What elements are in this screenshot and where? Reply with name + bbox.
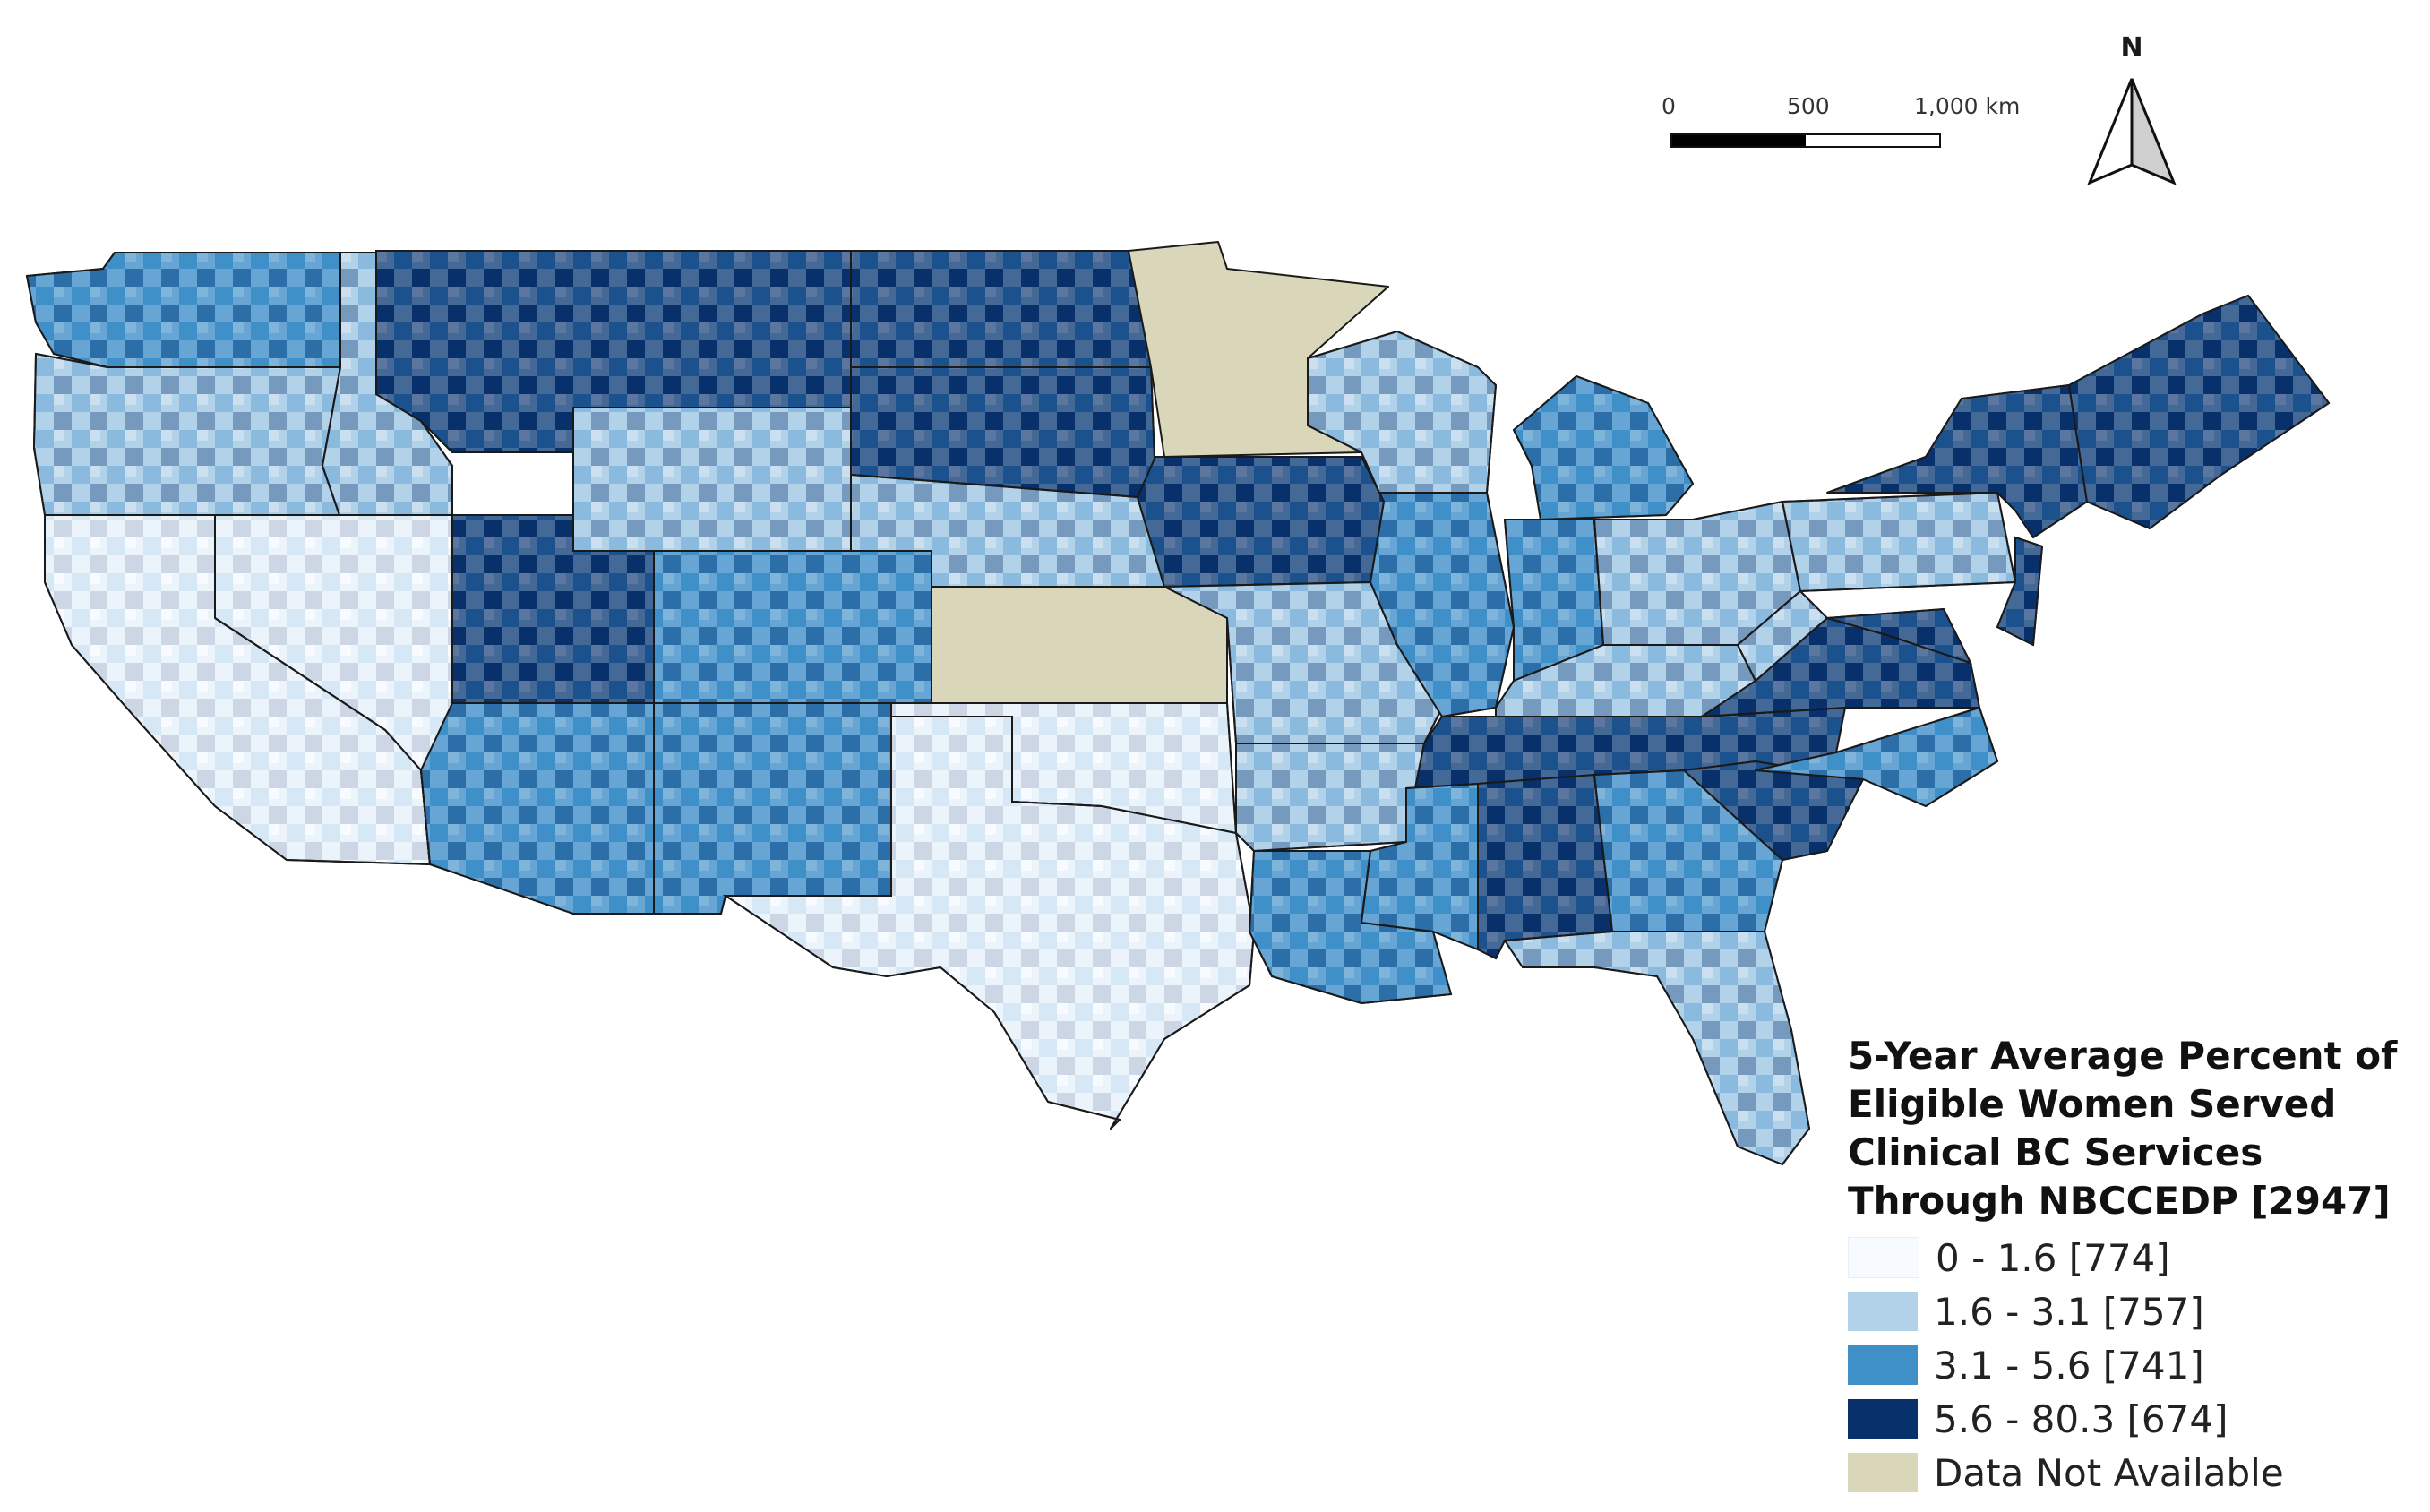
legend-swatch bbox=[1848, 1345, 1918, 1385]
legend-label: 1.6 - 3.1 [757] bbox=[1934, 1289, 2204, 1334]
legend-label: 3.1 - 5.6 [741] bbox=[1934, 1343, 2204, 1387]
county-texture bbox=[452, 515, 654, 703]
county-texture bbox=[1308, 331, 1496, 493]
county-texture bbox=[1236, 743, 1424, 851]
county-texture bbox=[891, 703, 1236, 833]
north-arrow-icon bbox=[2087, 78, 2177, 185]
legend-swatch bbox=[1848, 1237, 1919, 1278]
county-texture bbox=[421, 703, 654, 914]
county-texture bbox=[1496, 645, 1756, 726]
legend-swatch bbox=[1848, 1453, 1918, 1492]
map-legend: 5-Year Average Percent of Eligible Women… bbox=[1848, 1032, 2421, 1499]
state-border bbox=[1593, 769, 1784, 932]
county-texture bbox=[1594, 502, 1800, 645]
legend-title-line: Through NBCCEDP [2947] bbox=[1848, 1179, 2391, 1223]
county-texture bbox=[1738, 591, 1827, 681]
legend-label: 0 - 1.6 [774] bbox=[1936, 1235, 2170, 1280]
north-letter: N bbox=[2120, 32, 2143, 64]
state-border bbox=[722, 716, 1256, 1130]
county-texture bbox=[851, 475, 1164, 587]
county-texture bbox=[27, 253, 340, 367]
state-border bbox=[1826, 607, 1972, 665]
legend-item: 0 - 1.6 [774] bbox=[1848, 1231, 2421, 1284]
scale-label-500: 500 bbox=[1787, 93, 1830, 119]
county-texture bbox=[376, 251, 851, 452]
state-border bbox=[44, 514, 432, 866]
state-border bbox=[1235, 743, 1426, 853]
county-texture bbox=[1782, 493, 2015, 591]
county-texture bbox=[1478, 775, 1612, 958]
legend-title-line: Clinical BC Services bbox=[1848, 1130, 2263, 1174]
county-texture bbox=[2069, 296, 2329, 528]
county-texture bbox=[1505, 520, 1603, 681]
legend-item: 3.1 - 5.6 [741] bbox=[1848, 1338, 2421, 1392]
county-texture bbox=[1361, 784, 1478, 949]
county-texture bbox=[1756, 708, 1997, 806]
county-texture bbox=[654, 703, 891, 914]
county-texture bbox=[322, 253, 452, 518]
scale-label-1000: 1,000 km bbox=[1914, 93, 2021, 119]
county-texture bbox=[215, 515, 452, 770]
county-texture bbox=[1684, 761, 1863, 860]
state-regions bbox=[25, 241, 2331, 1166]
county-texture bbox=[45, 515, 430, 864]
county-texture bbox=[851, 251, 1151, 367]
scale-bar-graphic bbox=[1670, 133, 1941, 148]
scale-label-0: 0 bbox=[1662, 93, 1676, 119]
legend-swatch bbox=[1848, 1292, 1918, 1331]
legend-label: Data Not Available bbox=[1934, 1450, 2284, 1495]
state-border bbox=[1681, 760, 1865, 862]
legend-title-line: Eligible Women Served bbox=[1848, 1082, 2337, 1126]
county-texture bbox=[726, 717, 1254, 1129]
county-texture bbox=[573, 408, 851, 551]
county-texture bbox=[1249, 851, 1451, 1003]
county-texture bbox=[851, 367, 1155, 497]
state-border bbox=[1503, 931, 1811, 1166]
legend-label: 5.6 - 80.3 [674] bbox=[1934, 1396, 2228, 1441]
county-texture bbox=[34, 354, 340, 518]
legend-title: 5-Year Average Percent of Eligible Women… bbox=[1848, 1032, 2421, 1225]
state-kansas bbox=[931, 586, 1228, 704]
county-texture bbox=[1594, 770, 1782, 932]
state-border bbox=[1512, 374, 1695, 521]
legend-swatch bbox=[1848, 1399, 1918, 1439]
county-texture bbox=[1827, 385, 2087, 537]
state-border bbox=[1755, 706, 1999, 808]
legend-title-line: 5-Year Average Percent of bbox=[1848, 1034, 2398, 1078]
legend-item: 5.6 - 80.3 [674] bbox=[1848, 1392, 2421, 1446]
north-arrow: N bbox=[2074, 32, 2190, 193]
county-texture bbox=[1138, 457, 1384, 587]
county-texture bbox=[1827, 609, 1971, 663]
county-texture bbox=[1997, 537, 2042, 645]
legend-item: Data Not Available bbox=[1848, 1446, 2421, 1499]
county-texture bbox=[1505, 932, 1809, 1164]
state-border bbox=[1996, 536, 2044, 647]
county-texture bbox=[654, 551, 932, 703]
legend-item: 1.6 - 3.1 [757] bbox=[1848, 1284, 2421, 1338]
state-border bbox=[2067, 294, 2331, 530]
scale-bar: 0 500 1,000 km bbox=[1662, 93, 2020, 165]
county-texture bbox=[1514, 376, 1693, 520]
county-texture bbox=[1370, 493, 1514, 717]
